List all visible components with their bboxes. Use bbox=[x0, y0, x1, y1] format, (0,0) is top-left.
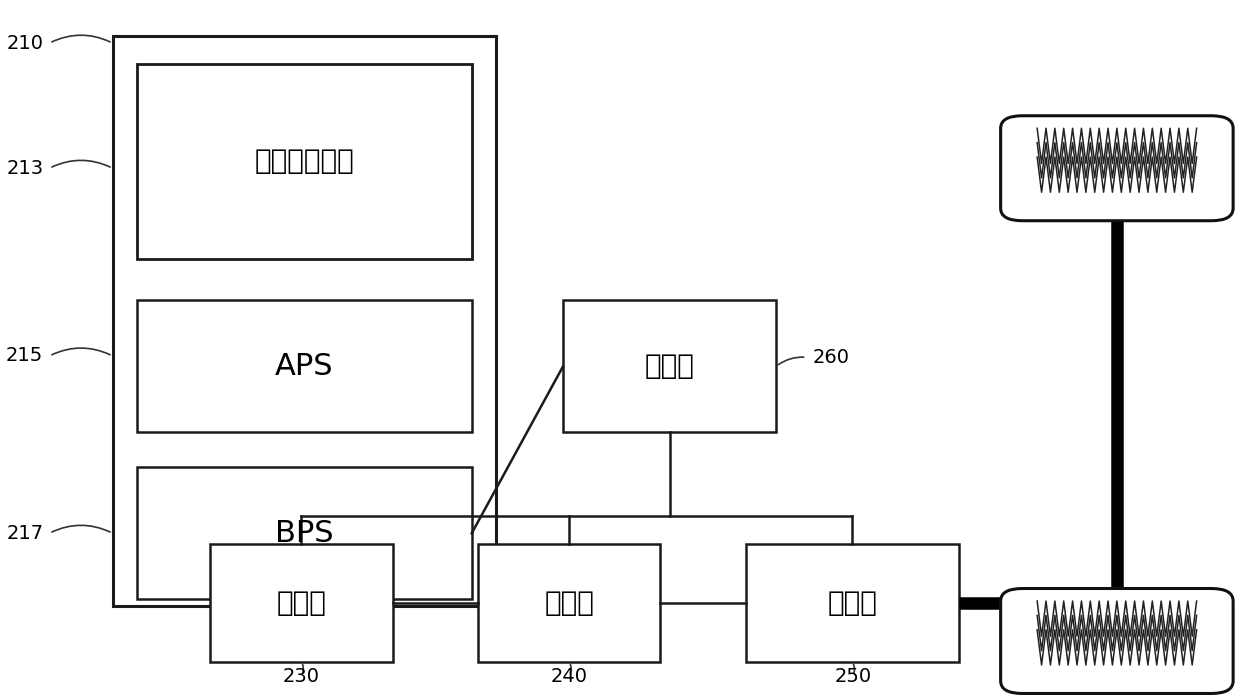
Text: 控制器: 控制器 bbox=[645, 352, 694, 380]
Text: APS: APS bbox=[275, 352, 334, 381]
Text: 240: 240 bbox=[551, 667, 588, 686]
Text: 210: 210 bbox=[6, 34, 43, 52]
Text: 213: 213 bbox=[6, 158, 43, 178]
Text: BPS: BPS bbox=[275, 519, 334, 548]
Text: 速度检测单元: 速度检测单元 bbox=[254, 147, 355, 175]
Bar bbox=[136, 64, 471, 259]
Text: 260: 260 bbox=[812, 348, 849, 367]
Text: 变速器: 变速器 bbox=[827, 588, 877, 617]
Text: 217: 217 bbox=[6, 524, 43, 543]
Bar bbox=[477, 544, 661, 662]
Text: 离合器: 离合器 bbox=[544, 588, 594, 617]
Bar bbox=[745, 544, 959, 662]
Bar bbox=[113, 36, 496, 607]
Text: 215: 215 bbox=[6, 346, 43, 366]
FancyBboxPatch shape bbox=[1001, 588, 1233, 694]
Bar bbox=[210, 544, 393, 662]
Text: 230: 230 bbox=[283, 667, 320, 686]
Text: 发动机: 发动机 bbox=[277, 588, 326, 617]
Bar bbox=[563, 300, 776, 433]
Text: 250: 250 bbox=[835, 667, 872, 686]
Bar bbox=[136, 467, 471, 600]
Bar bbox=[136, 300, 471, 433]
FancyBboxPatch shape bbox=[1001, 116, 1233, 221]
